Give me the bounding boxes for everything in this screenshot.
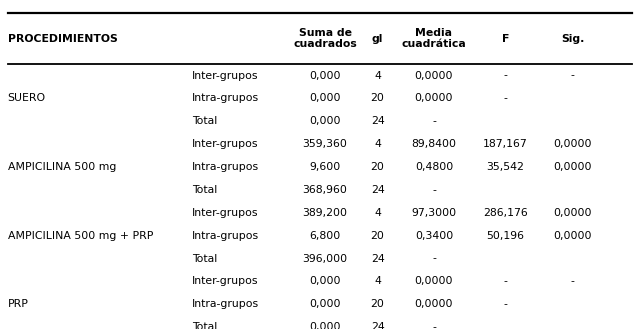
Text: Suma de
cuadrados: Suma de cuadrados — [293, 28, 357, 49]
Text: 0,4800: 0,4800 — [415, 162, 453, 172]
Text: 20: 20 — [371, 162, 385, 172]
Text: 35,542: 35,542 — [486, 162, 525, 172]
Text: 97,3000: 97,3000 — [412, 208, 456, 218]
Text: -: - — [571, 71, 575, 81]
Text: 0,0000: 0,0000 — [554, 231, 592, 240]
Text: 0,0000: 0,0000 — [554, 208, 592, 218]
Text: AMPICILINA 500 mg + PRP: AMPICILINA 500 mg + PRP — [8, 231, 153, 240]
Text: PROCEDIMIENTOS: PROCEDIMIENTOS — [8, 34, 117, 44]
Text: Inter-grupos: Inter-grupos — [192, 139, 259, 149]
Text: 0,0000: 0,0000 — [554, 139, 592, 149]
Text: 0,0000: 0,0000 — [415, 299, 453, 309]
Text: -: - — [432, 116, 436, 126]
Text: 24: 24 — [371, 185, 385, 195]
Text: 0,000: 0,000 — [309, 276, 341, 286]
Text: -: - — [504, 93, 508, 103]
Text: AMPICILINA 500 mg: AMPICILINA 500 mg — [8, 162, 116, 172]
Text: 9,600: 9,600 — [310, 162, 340, 172]
Text: -: - — [432, 322, 436, 329]
Text: -: - — [432, 254, 436, 264]
Text: Intra-grupos: Intra-grupos — [192, 299, 259, 309]
Text: 24: 24 — [371, 254, 385, 264]
Text: 20: 20 — [371, 299, 385, 309]
Text: SUERO: SUERO — [8, 93, 46, 103]
Text: 0,000: 0,000 — [309, 116, 341, 126]
Text: 20: 20 — [371, 231, 385, 240]
Text: Total: Total — [192, 254, 217, 264]
Text: Intra-grupos: Intra-grupos — [192, 93, 259, 103]
Text: Total: Total — [192, 322, 217, 329]
Text: 0,0000: 0,0000 — [415, 276, 453, 286]
Text: 286,176: 286,176 — [483, 208, 528, 218]
Text: -: - — [571, 276, 575, 286]
Text: Inter-grupos: Inter-grupos — [192, 71, 259, 81]
Text: 0,000: 0,000 — [309, 322, 341, 329]
Text: 24: 24 — [371, 322, 385, 329]
Text: 20: 20 — [371, 93, 385, 103]
Text: 368,960: 368,960 — [303, 185, 348, 195]
Text: Total: Total — [192, 116, 217, 126]
Text: 0,000: 0,000 — [309, 93, 341, 103]
Text: F: F — [502, 34, 509, 44]
Text: 359,360: 359,360 — [303, 139, 348, 149]
Text: 89,8400: 89,8400 — [412, 139, 456, 149]
Text: Media
cuadrática: Media cuadrática — [401, 28, 467, 49]
Text: 4: 4 — [374, 276, 381, 286]
Text: 0,000: 0,000 — [309, 299, 341, 309]
Text: Sig.: Sig. — [561, 34, 584, 44]
Text: 4: 4 — [374, 71, 381, 81]
Text: 0,000: 0,000 — [309, 71, 341, 81]
Text: Total: Total — [192, 185, 217, 195]
Text: 6,800: 6,800 — [310, 231, 340, 240]
Text: -: - — [504, 276, 508, 286]
Text: Inter-grupos: Inter-grupos — [192, 208, 259, 218]
Text: 24: 24 — [371, 116, 385, 126]
Text: PRP: PRP — [8, 299, 29, 309]
Text: -: - — [504, 299, 508, 309]
Text: 4: 4 — [374, 139, 381, 149]
Text: Intra-grupos: Intra-grupos — [192, 162, 259, 172]
Text: 50,196: 50,196 — [486, 231, 525, 240]
Text: Inter-grupos: Inter-grupos — [192, 276, 259, 286]
Text: 0,0000: 0,0000 — [415, 71, 453, 81]
Text: 389,200: 389,200 — [303, 208, 348, 218]
Text: 396,000: 396,000 — [303, 254, 348, 264]
Text: -: - — [504, 71, 508, 81]
Text: gl: gl — [372, 34, 383, 44]
Text: 4: 4 — [374, 208, 381, 218]
Text: 0,0000: 0,0000 — [554, 162, 592, 172]
Text: -: - — [432, 185, 436, 195]
Text: 187,167: 187,167 — [483, 139, 528, 149]
Text: Intra-grupos: Intra-grupos — [192, 231, 259, 240]
Text: 0,0000: 0,0000 — [415, 93, 453, 103]
Text: 0,3400: 0,3400 — [415, 231, 453, 240]
